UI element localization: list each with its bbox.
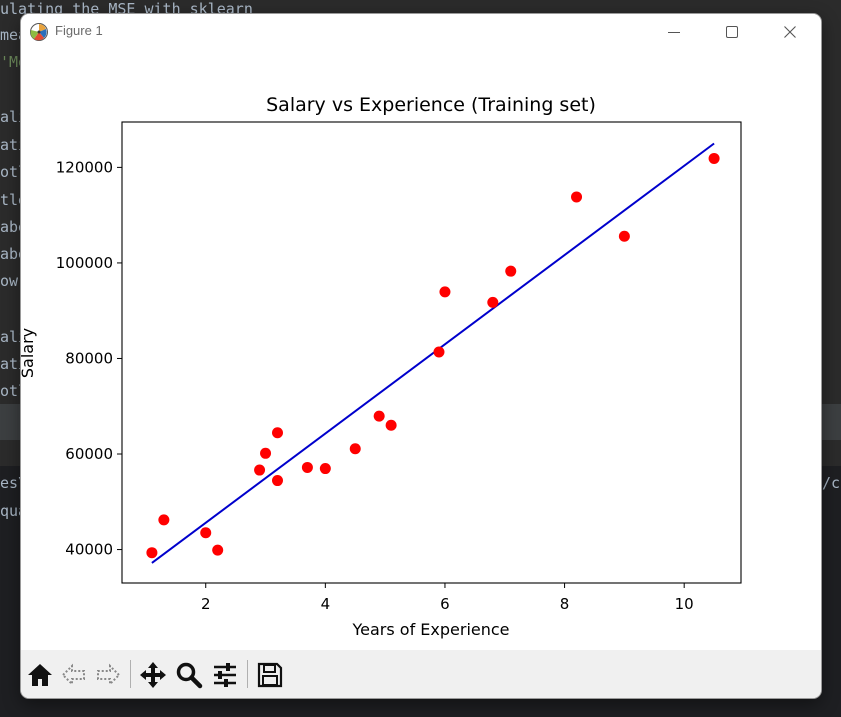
data-point: [708, 152, 720, 164]
x-tick-label: 10: [675, 595, 694, 613]
background-code-line: mea: [0, 26, 28, 44]
back-button[interactable]: [59, 660, 89, 690]
data-point: [571, 191, 583, 203]
background-right-text: /c: [822, 474, 841, 492]
background-code-line: es\: [0, 474, 28, 492]
background-code-line: ali: [0, 108, 28, 126]
background-code-line: otl: [0, 163, 28, 181]
data-point: [146, 547, 158, 559]
background-code-line: ati: [0, 136, 28, 154]
data-point: [439, 286, 451, 298]
forward-icon: [97, 663, 121, 687]
configure-subplots-button[interactable]: [210, 660, 240, 690]
maximize-icon: [726, 26, 738, 38]
matplotlib-logo-icon: [30, 23, 48, 41]
y-tick-label: 80000: [65, 349, 113, 367]
data-point: [271, 427, 283, 439]
title-bar[interactable]: Figure 1: [21, 14, 821, 50]
data-point: [260, 447, 272, 459]
figure-window: Figure 1 Salary vs Experience (Training …: [21, 14, 821, 698]
zoom-button[interactable]: [174, 660, 204, 690]
background-code-line: tle: [0, 191, 28, 209]
y-tick-label: 40000: [65, 541, 113, 559]
y-tick-label: 100000: [56, 254, 113, 272]
data-point: [319, 463, 331, 475]
plot-axes-frame: [121, 121, 742, 584]
pan-icon: [140, 662, 166, 688]
background-code-line: qua: [0, 502, 28, 520]
data-point: [158, 514, 170, 526]
data-point: [505, 265, 517, 277]
y-tick-label: 60000: [65, 445, 113, 463]
background-code-line: ow(: [0, 272, 28, 290]
data-point: [212, 544, 224, 556]
home-button[interactable]: [25, 660, 55, 690]
chart-title: Salary vs Experience (Training set): [266, 94, 596, 116]
close-icon: [784, 26, 796, 38]
data-point: [373, 410, 385, 422]
configure-subplots-icon: [214, 663, 236, 687]
data-point: [271, 475, 283, 487]
home-icon: [28, 664, 52, 686]
close-button[interactable]: [761, 14, 819, 50]
data-point: [385, 419, 397, 431]
y-axis-label: Salary: [21, 328, 37, 378]
forward-button[interactable]: [93, 660, 123, 690]
background-code-line: abe: [0, 245, 28, 263]
data-point: [301, 461, 313, 473]
data-point: [349, 443, 361, 455]
plot-canvas[interactable]: Salary vs Experience (Training set) 2 4 6 8…: [21, 50, 821, 650]
regression-line: [151, 142, 715, 564]
data-point: [618, 230, 630, 242]
pan-button[interactable]: [138, 660, 168, 690]
background-code-line: ulating the MSE with sklearn: [0, 0, 253, 18]
save-icon: [257, 662, 283, 688]
back-icon: [61, 663, 85, 687]
x-tick-label: 4: [321, 595, 331, 613]
save-button[interactable]: [255, 660, 285, 690]
window-title: Figure 1: [55, 23, 103, 38]
background-code-line: otl: [0, 382, 28, 400]
data-point: [433, 346, 445, 358]
background-code-line: abe: [0, 218, 28, 236]
background-code-line: ali: [0, 328, 28, 346]
minimize-button[interactable]: [645, 14, 703, 50]
scatter-chart: Salary vs Experience (Training set) 2 4 6 8…: [21, 94, 742, 639]
navigation-toolbar: [21, 650, 821, 698]
toolbar-separator: [247, 660, 248, 688]
toolbar-separator: [130, 660, 131, 688]
x-tick-label: 8: [560, 595, 570, 613]
data-point: [200, 527, 212, 539]
x-tick-label: 6: [440, 595, 450, 613]
zoom-icon: [176, 662, 203, 689]
x-axis-label: Years of Experience: [351, 620, 509, 639]
data-point: [487, 296, 499, 308]
data-point: [254, 464, 266, 476]
maximize-button[interactable]: [703, 14, 761, 50]
background-code-line: 'Me: [0, 53, 28, 71]
background-code-line: ati: [0, 355, 28, 373]
y-tick-label: 120000: [56, 158, 113, 176]
x-tick-label: 2: [201, 595, 211, 613]
minimize-icon: [668, 32, 680, 33]
